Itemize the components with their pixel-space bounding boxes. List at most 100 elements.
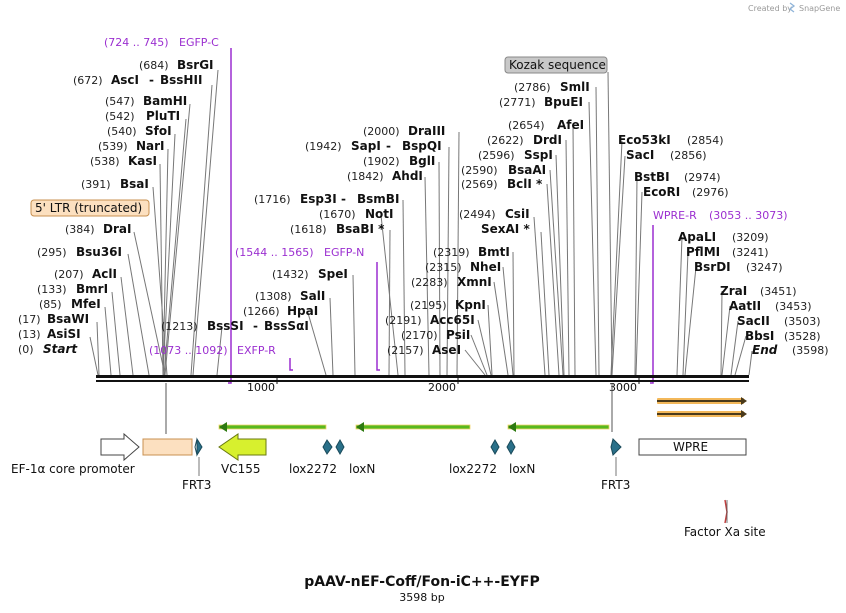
enzyme-pos: (3503) (784, 315, 821, 328)
enzyme-pos: (2590) (461, 164, 498, 177)
feature-label: FRT3 (182, 478, 211, 492)
enzyme-sep: - (149, 73, 154, 87)
enzyme-pos: (2494) (459, 208, 496, 221)
enzyme-name: SspI (524, 148, 553, 162)
enzyme-pos: (207) (54, 268, 84, 281)
frt3-left-icon (196, 437, 203, 457)
enzyme-name: AsiSI (47, 327, 81, 341)
enzyme-name: Esp3I (300, 192, 337, 206)
enzyme-pos: (3247) (746, 261, 783, 274)
enzyme-pos: (2786) (514, 81, 551, 94)
enzyme-pos: (2569) (461, 178, 498, 191)
enzyme-name: SapI (351, 139, 381, 153)
enzyme-name: Start (43, 342, 78, 356)
enzyme-name: DraI (103, 222, 131, 236)
enzyme-pos: (2654) (508, 119, 545, 132)
plasmid-title: pAAV-nEF-Coff/Fon-iC++-EYFP (304, 574, 539, 590)
primer-pos: (3053 .. 3073) (709, 209, 788, 222)
enzyme-name: CsiI (505, 207, 530, 221)
enzyme-pos: (2974) (684, 171, 721, 184)
primer-pos: (724 .. 745) (104, 36, 169, 49)
enzyme-pos: (1432) (272, 268, 309, 281)
enzyme-name: AfeI (557, 118, 584, 132)
enzyme-pos: (2170) (401, 329, 438, 342)
enzyme-pos: (2195) (410, 299, 447, 312)
enzyme-name: BsaAI (508, 163, 546, 177)
primer-name: EGFP-C (179, 36, 219, 49)
enzyme-name: BsaI (120, 177, 149, 191)
orange-forward-arrow (657, 410, 747, 418)
enzyme-name: BclI * (507, 177, 543, 191)
enzyme-name: HpaI (287, 304, 318, 318)
backbone (96, 375, 749, 384)
ltr-label: 5' LTR (truncated) (30, 199, 150, 217)
snapgene-logo-icon (788, 2, 796, 13)
enzyme-pos: (384) (65, 223, 95, 236)
enzyme-name: PflMI (686, 245, 720, 259)
feature-track (100, 383, 747, 524)
enzyme-name: BglI (409, 154, 435, 168)
enzyme-name: BsrDI (694, 260, 731, 274)
enzyme-pos: (547) (105, 95, 135, 108)
enzyme-pos: (1842) (347, 170, 384, 183)
enzyme-pos: (2976) (692, 186, 729, 199)
enzyme-name: KpnI (455, 298, 486, 312)
feature-label: loxN (509, 462, 535, 476)
green-reverse-arrow (218, 422, 327, 432)
enzyme-name: BbsI (745, 329, 774, 343)
frt3-right-icon (610, 438, 622, 456)
feature-label: WPRE (673, 440, 708, 454)
enzyme-name: XmnI (457, 275, 492, 289)
enzyme-name: DrdI (533, 133, 562, 147)
enzyme-pos: (1266) (243, 305, 280, 318)
enzyme-pos: (3209) (732, 231, 769, 244)
enzyme-name: AseI (432, 343, 461, 357)
enzyme-pos: (1716) (254, 193, 291, 206)
enzyme-pos: (1942) (305, 140, 342, 153)
lox2272-right-icon (490, 438, 500, 456)
enzyme-name: ApaLI (678, 230, 716, 244)
enzyme-name: BpuEI (544, 95, 583, 109)
ltr-box (142, 438, 193, 456)
kozak-label: Kozak sequence (504, 56, 608, 74)
loxn-left-icon (335, 438, 345, 456)
loxn-right-icon (506, 438, 516, 456)
enzyme-pos: (133) (37, 283, 67, 296)
enzyme-name: Bsu36I (76, 245, 122, 259)
enzyme-pos: (1213) (161, 320, 198, 333)
enzyme-name: SacII (737, 314, 770, 328)
enzyme-name: SfoI (145, 124, 172, 138)
enzyme-pos: (672) (73, 74, 103, 87)
vc155-arrow (218, 433, 267, 461)
enzyme-name: BsaBI * (336, 222, 385, 236)
enzyme-name: BsaWI (47, 312, 89, 326)
tick-label: 2000 (428, 381, 456, 394)
primer-name: WPRE-R (653, 209, 697, 222)
enzyme-name: BmrI (76, 282, 108, 296)
enzyme-name: BssSI (207, 319, 244, 333)
enzyme-sep: - (386, 139, 391, 153)
green-reverse-arrow (355, 422, 471, 432)
plasmid-length: 3598 bp (399, 591, 444, 604)
enzyme-pos: (2315) (425, 261, 462, 274)
enzyme-name: AatII (729, 299, 761, 313)
enzyme-name: BssSαI (264, 319, 309, 333)
feature-label: lox2272 (289, 462, 337, 476)
enzyme-name: BamHI (143, 94, 187, 108)
enzyme-pos: (2856) (670, 149, 707, 162)
enzyme-name: SalI (300, 289, 325, 303)
enzyme-name: Acc65I (430, 313, 475, 327)
enzyme-pos: (3241) (732, 246, 769, 259)
enzyme-pos: (539) (98, 140, 128, 153)
feature-label: lox2272 (449, 462, 497, 476)
enzyme-pos: (3453) (775, 300, 812, 313)
enzyme-sep: - (253, 319, 258, 333)
green-reverse-arrow (507, 422, 610, 432)
enzyme-pos: (391) (81, 178, 111, 191)
credit-text: Created by (748, 4, 792, 13)
enzyme-pos: (85) (39, 298, 62, 311)
enzyme-pos: (2622) (487, 134, 524, 147)
feature-label: Factor Xa site (684, 525, 766, 539)
enzyme-pos: (3528) (784, 330, 821, 343)
enzyme-name: End (752, 343, 778, 357)
